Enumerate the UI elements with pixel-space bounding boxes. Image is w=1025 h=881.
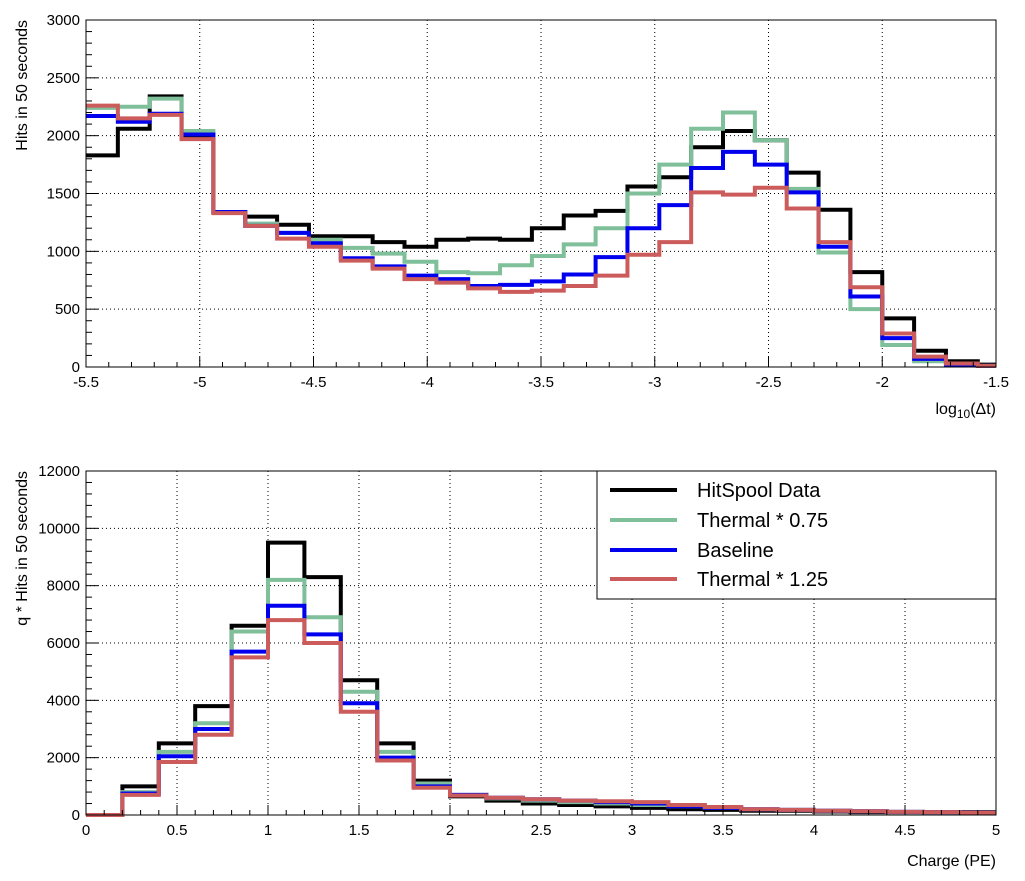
x-tick-label: 3 [628,822,636,839]
x-tick-label: -2 [876,374,889,391]
top-x-axis-title-main: log [935,401,956,418]
legend-label-thermal075: Thermal * 0.75 [697,510,828,532]
y-tick-label: 1500 [47,186,80,203]
x-tick-label: -3 [648,374,661,391]
y-tick-label: 0 [72,807,80,824]
series-thermal125-step-line [86,103,996,368]
x-tick-label: -2.5 [756,374,782,391]
x-tick-label: 2.5 [531,822,552,839]
y-tick-label: 2000 [47,750,80,767]
x-tick-label: 1.5 [349,822,370,839]
y-tick-label: 1000 [47,243,80,260]
x-tick-label: 0 [82,822,90,839]
bottom-ticks [85,470,997,816]
y-tick-label: 6000 [47,635,80,652]
x-tick-label: 4 [810,822,818,839]
legend-label-thermal125: Thermal * 1.25 [697,569,828,591]
y-tick-label: 500 [55,301,80,318]
x-tick-label: -5.5 [73,374,99,391]
bottom-x-axis-title: Charge (PE) [907,853,996,870]
top-tick-labels: -5.5 -5 -4.5 -4 -3.5 -3 -2.5 -2 -1.5 0 500 1000 1500… [47,12,1009,391]
y-tick-label: 0 [72,359,80,376]
top-ticks [85,19,997,368]
bottom-panel: 0 0.5 1 1.5 2 2.5 3 3.5 4 4.5 5 0 2000 4000 6000 8000 10… [14,463,1000,870]
x-tick-label: -1.5 [983,374,1009,391]
legend-entry: Baseline [610,540,774,562]
top-x-axis-title: log10(Δt) [935,401,996,421]
bottom-y-axis-title: q * Hits in 50 seconds [14,471,31,626]
legend-entry: Thermal * 0.75 [610,510,828,532]
legend-label-hitspool: HitSpool Data [697,480,821,502]
y-tick-label: 12000 [38,463,80,480]
y-tick-label: 2000 [47,128,80,145]
top-panel: -5.5 -5 -4.5 -4 -3.5 -3 -2.5 -2 -1.5 0 500 1000 1500… [14,12,1009,421]
y-tick-label: 2500 [47,70,80,87]
legend-entry: Thermal * 1.25 [610,569,828,591]
y-tick-label: 4000 [47,692,80,709]
y-tick-label: 10000 [38,520,80,537]
top-x-axis-title-sub: 10 [957,407,971,421]
legend-entry: HitSpool Data [610,480,821,502]
legend-label-baseline: Baseline [697,540,774,562]
top-x-axis-title-tail: (Δt) [970,401,996,418]
x-tick-label: 2 [446,822,454,839]
bottom-tick-labels: 0 0.5 1 1.5 2 2.5 3 3.5 4 4.5 5 0 2000 4000 6000 8000 10… [38,463,1000,839]
x-tick-label: -4 [421,374,434,391]
x-tick-label: -4.5 [301,374,327,391]
top-grid [85,19,997,368]
x-tick-label: 5 [992,822,1000,839]
x-tick-label: -5 [193,374,206,391]
y-tick-label: 3000 [47,12,80,29]
series-thermal125-step-line [86,618,996,817]
legend: HitSpool Data Thermal * 0.75 Baseline Th… [596,470,997,600]
x-tick-label: 4.5 [895,822,916,839]
x-tick-label: 3.5 [713,822,734,839]
top-series [86,94,996,368]
x-tick-label: 1 [264,822,272,839]
y-tick-label: 8000 [47,578,80,595]
top-y-axis-title: Hits in 50 seconds [14,20,31,151]
x-tick-label: 0.5 [167,822,188,839]
x-tick-label: -3.5 [528,374,554,391]
